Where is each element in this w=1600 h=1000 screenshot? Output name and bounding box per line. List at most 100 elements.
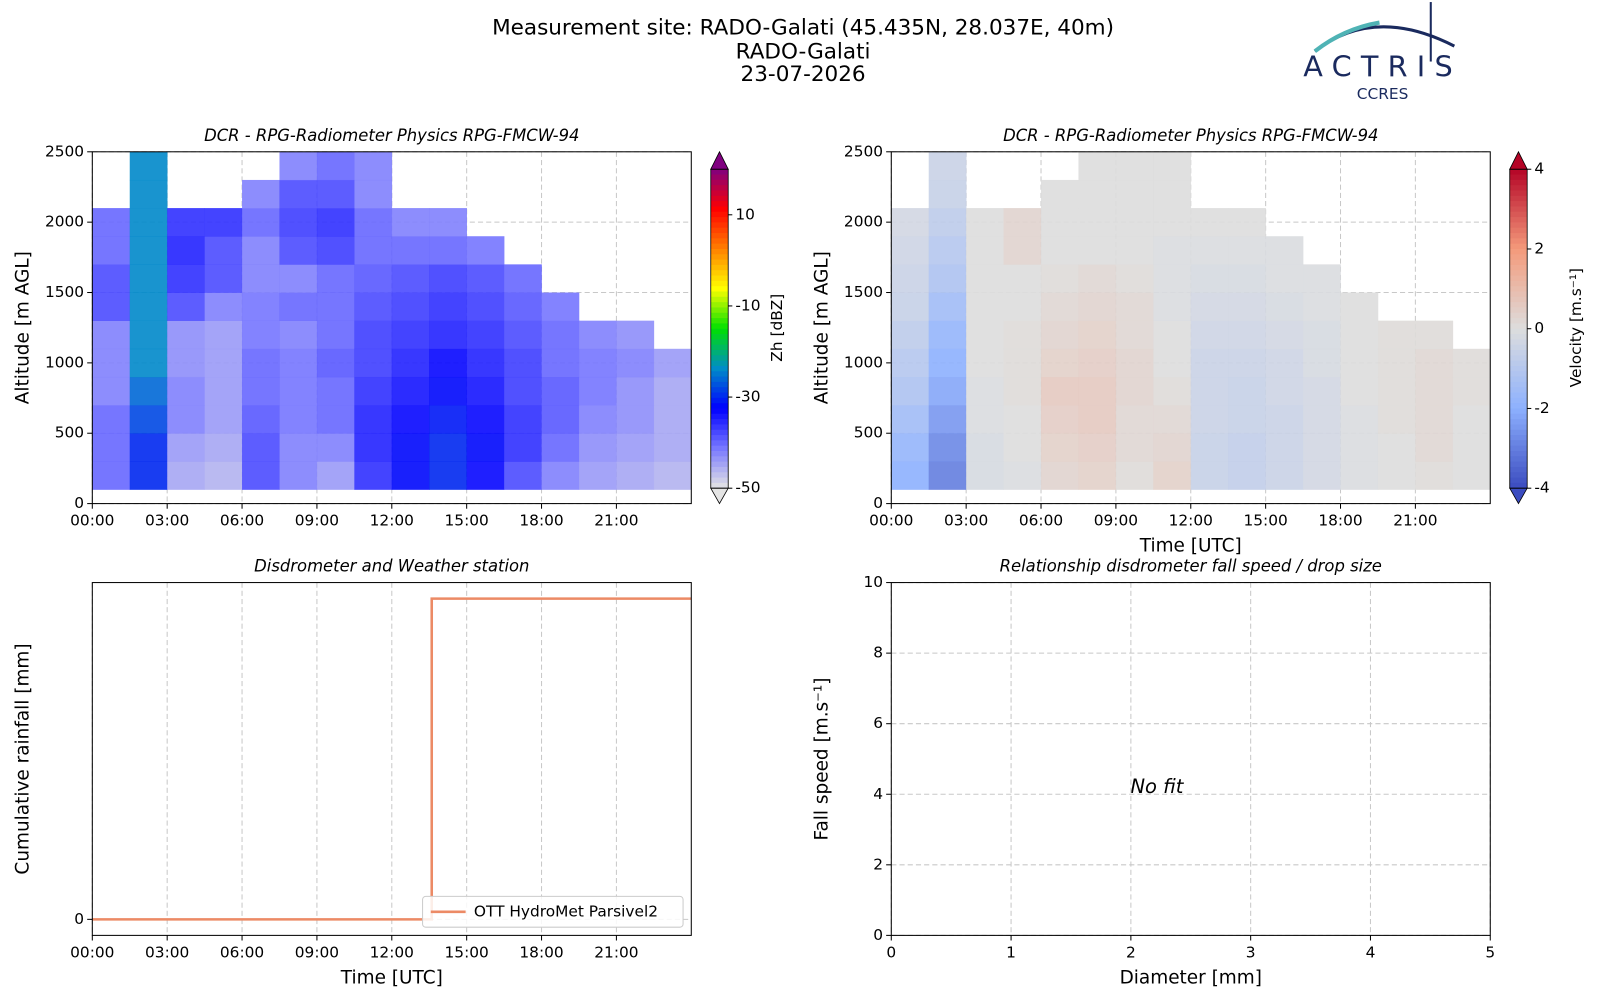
heatmap-cell (1041, 348, 1079, 378)
colorbar-segment (710, 323, 729, 330)
colorbar-segment (710, 403, 729, 409)
colorbar-segment (1509, 190, 1528, 197)
heatmap-cell (167, 348, 205, 378)
heatmap-cell (504, 320, 542, 350)
heatmap-cell (129, 376, 168, 406)
heatmap-cell (1115, 405, 1154, 434)
colorbar-segment (1509, 419, 1528, 425)
heatmap-cell (1265, 461, 1304, 490)
x-tick-label: 2 (1126, 943, 1136, 961)
heatmap-cell (1303, 461, 1341, 490)
colorbar-segment (1509, 334, 1528, 340)
heatmap-cell (578, 461, 617, 490)
x-tick-label: 03:00 (944, 512, 988, 530)
colorbar-segment (710, 291, 729, 298)
y-tick-label: 2000 (45, 213, 84, 231)
heatmap-cell (1377, 433, 1416, 462)
colorbar-tick-label: 0 (1534, 319, 1544, 337)
colorbar-segment (710, 248, 729, 255)
x-tick-label: 06:00 (220, 512, 264, 530)
colorbar-segment (1509, 355, 1528, 362)
heatmap-cell (504, 348, 542, 378)
heatmap-cell (504, 376, 542, 406)
colorbar-segment (1509, 206, 1528, 213)
x-tick-label: 4 (1366, 943, 1376, 961)
heatmap-cell (928, 179, 967, 209)
colorbar-segment (710, 482, 729, 489)
x-tick-label: 15:00 (445, 943, 489, 961)
colorbar-segment (710, 365, 729, 372)
heatmap-cell (1377, 348, 1416, 378)
colorbar-segment (1509, 461, 1528, 468)
heatmap-cell (429, 292, 467, 321)
heatmap-cell (354, 179, 393, 209)
y-tick-label: 1500 (45, 283, 84, 301)
heatmap-cell (167, 376, 205, 406)
heatmap-cell (578, 433, 617, 462)
heatmap-cell (1115, 461, 1154, 490)
heatmap-cell (129, 320, 168, 350)
heatmap-cell (316, 264, 355, 293)
colorbar-segment (1509, 259, 1528, 266)
heatmap-cell (129, 433, 168, 462)
heatmap-cell (616, 348, 655, 378)
x-tick-label: 06:00 (1019, 512, 1063, 530)
colorbar-segment (1509, 270, 1528, 277)
heatmap-cell (1153, 376, 1192, 406)
heatmap-cell (354, 151, 393, 181)
logo-text: ACTRIS (1303, 50, 1462, 84)
colorbar-segment (710, 376, 729, 383)
y-axis-label: Altitude [m AGL] (812, 251, 833, 404)
heatmap-cell (129, 208, 168, 237)
heatmap-cell (1340, 461, 1379, 490)
heatmap-cell (391, 320, 430, 350)
heatmap-cell (928, 461, 967, 490)
heatmap-cell (1078, 320, 1117, 350)
x-axis-label: Diameter [mm] (1120, 967, 1262, 988)
colorbar-segment (1509, 456, 1528, 463)
colorbar-segment (710, 185, 729, 192)
heatmap-cell (928, 433, 967, 462)
heatmap-cell (1153, 208, 1192, 237)
heatmap-cell (1115, 320, 1154, 350)
heatmap-cell (242, 292, 280, 321)
colorbar-segment (710, 195, 729, 202)
heatmap-cell (1265, 348, 1304, 378)
heatmap-cell (1115, 264, 1154, 293)
heatmap-cell (92, 292, 131, 321)
heatmap-cell (242, 376, 280, 406)
colorbar-segment (710, 408, 729, 415)
heatmap-cell (279, 292, 318, 321)
heatmap-cell (391, 208, 430, 237)
heatmap-cell (1265, 320, 1304, 350)
y-tick-label: 10 (863, 573, 883, 591)
heatmap-cell (1377, 405, 1416, 434)
heatmap-cell (891, 348, 930, 378)
colorbar-segment (1509, 387, 1528, 394)
heatmap-cell (1190, 405, 1229, 434)
colorbar-segment (1509, 243, 1528, 250)
x-tick-label: 09:00 (1094, 512, 1138, 530)
heatmap-cell (966, 292, 1004, 321)
heatmap-cell (1190, 264, 1229, 293)
colorbar-segment (710, 419, 729, 425)
colorbar-segment (710, 312, 729, 319)
colorbar-segment (710, 264, 729, 271)
colorbar-segment (1509, 185, 1528, 192)
heatmap-cell (1153, 405, 1192, 434)
heatmap-cell (92, 405, 131, 434)
colorbar-tick-label: -50 (735, 479, 760, 497)
header-line: 23-07-2026 (741, 62, 866, 87)
x-tick-label: 09:00 (295, 512, 339, 530)
heatmap-cell (242, 179, 280, 209)
heatmap-cell (242, 405, 280, 434)
heatmap-cell (1228, 405, 1266, 434)
colorbar-segment (710, 435, 729, 441)
heatmap-cell (279, 376, 318, 406)
heatmap-cell (391, 376, 430, 406)
heatmap-cell (653, 348, 692, 378)
heatmap-cell (1228, 264, 1266, 293)
y-axis-label: Altitude [m AGL] (13, 251, 34, 404)
heatmap-cell (429, 376, 467, 406)
heatmap-cell (242, 208, 280, 237)
